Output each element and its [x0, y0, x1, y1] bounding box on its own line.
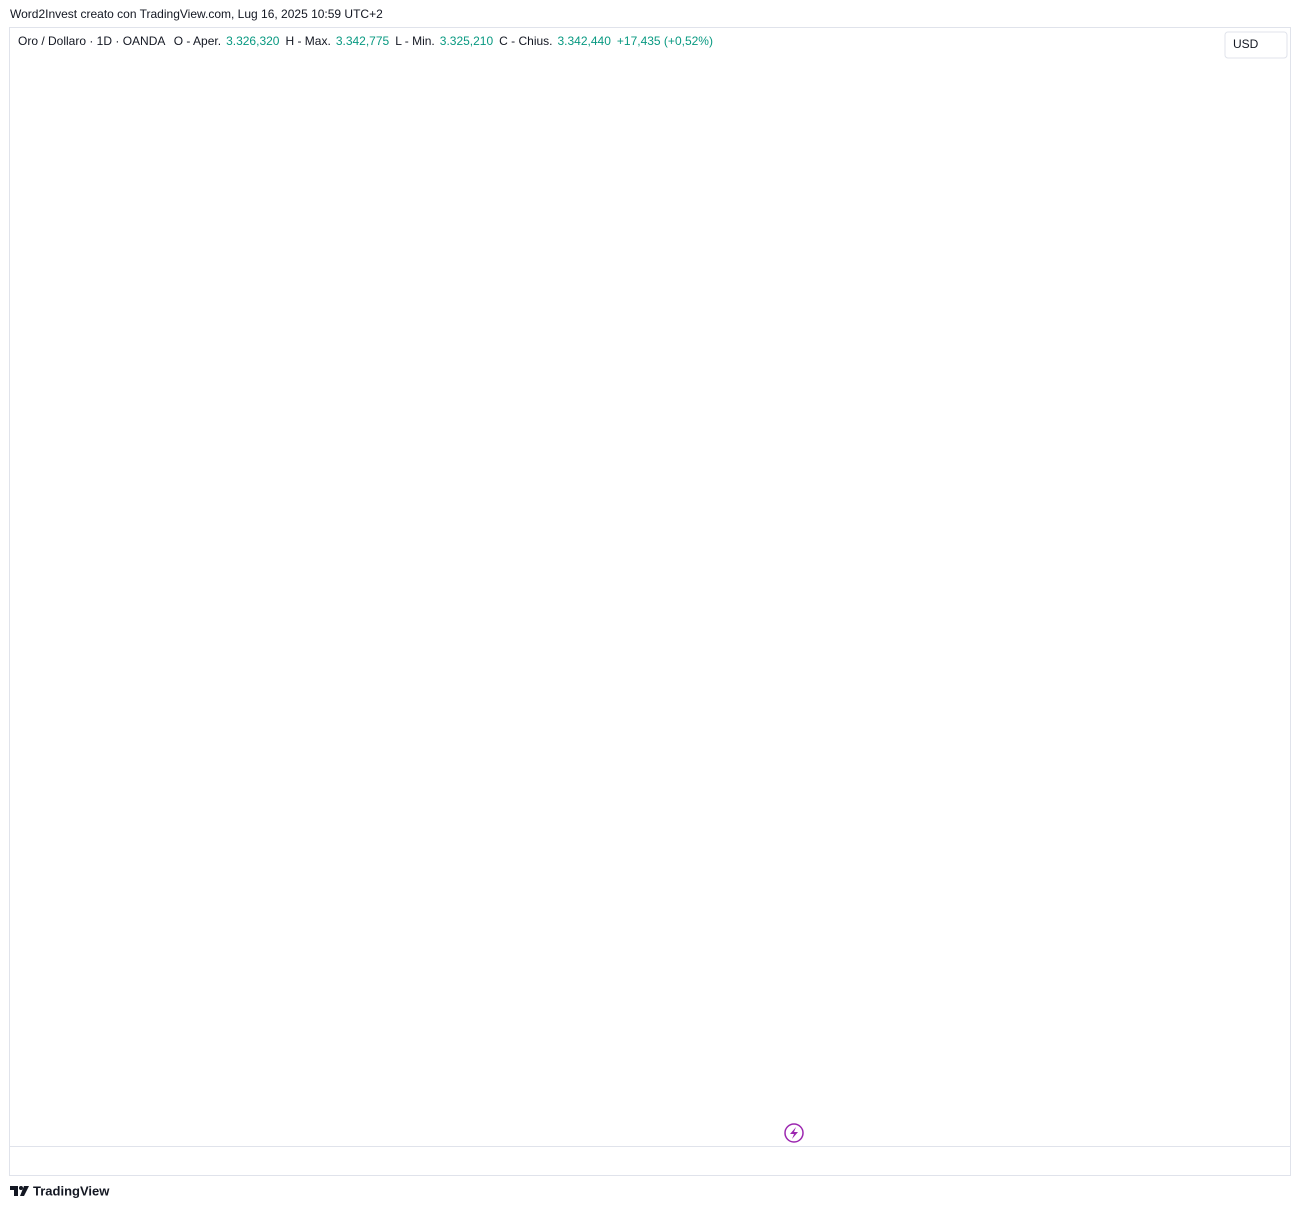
credit: Word2Invest creato con TradingView.com, …	[10, 7, 383, 21]
symbol: Oro / Dollaro · 1D · OANDA	[18, 34, 166, 48]
footer-brand: TradingView	[33, 1183, 110, 1198]
field-label: O - Aper.	[173, 34, 222, 48]
legend-header: Oro / Dollaro · 1D · OANDA O - Aper. 3.32…	[18, 34, 719, 48]
currency-box[interactable]	[1224, 31, 1288, 59]
field-value: 3.326,320	[226, 34, 280, 48]
frame	[9, 27, 1291, 1176]
field-value: 3.325,210	[439, 34, 494, 48]
field-label: H - Max.	[285, 34, 331, 48]
lightning-icon[interactable]	[784, 1123, 804, 1143]
field-label: L - Min.	[395, 34, 435, 48]
field-value: 3.342,440	[557, 34, 611, 48]
field-label: C - Chius.	[499, 34, 553, 48]
tradingview-logo	[10, 1186, 29, 1196]
currency: USD	[1233, 37, 1259, 51]
field-value: 3.342,775	[335, 34, 390, 48]
change: +17,435 (+0,52%)	[616, 34, 713, 48]
